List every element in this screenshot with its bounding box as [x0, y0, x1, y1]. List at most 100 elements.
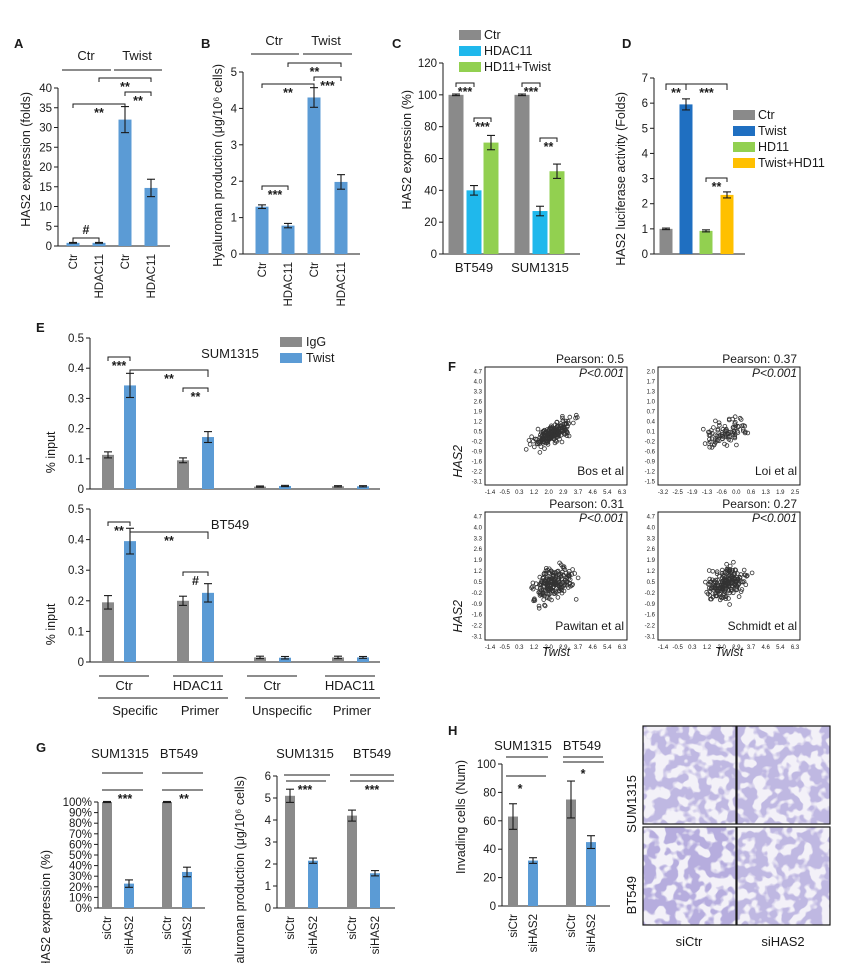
panel-f-plot-2-y-tick-label: 1.3	[647, 390, 656, 396]
panel-b-group-label: Ctr	[265, 33, 283, 48]
panel-f-plot-3-y-tick-label: 0.5	[474, 580, 483, 586]
panel-c-bar	[466, 190, 482, 254]
panel-f-plot-1-x-tick-label: 0.3	[515, 490, 524, 496]
panel-f-plot-4-point	[725, 573, 731, 579]
panel-f-plot-4-y-tick-label: -3.1	[645, 635, 656, 641]
panel-c-y-tick-label: 120	[418, 58, 437, 70]
panel-e1-title: SUM1315	[201, 346, 259, 361]
panel-b-bar	[281, 225, 295, 254]
panel-f-plot-4-y-tick-label: 0.5	[647, 580, 656, 586]
panel-c-y-tick-label: 0	[431, 249, 437, 261]
panel-f-plot-4-x-tick-label: 2.9	[732, 645, 741, 651]
panel-g1-group-label: BT549	[160, 746, 198, 761]
panel-d-legend-label: Twist+HD11	[758, 156, 825, 170]
panel-f-plot-2-x-tick-label: -1.3	[702, 490, 713, 496]
panel-f-plot-3-point	[541, 578, 547, 583]
panel-f-plot-4-point	[726, 588, 731, 593]
panel-e-x-label: HDAC11	[325, 678, 375, 693]
panel-f-plot-4-point	[703, 579, 708, 585]
panel-f-plot-3-dataset: Pawitan et al	[555, 619, 624, 633]
panel-f-plot-2-x-tick-label: 1.9	[776, 490, 785, 496]
panel-letter-h: H	[448, 723, 457, 738]
panel-c-y-tick-label: 80	[424, 122, 437, 134]
panel-f-plot-4-y-tick-label: -2.2	[645, 624, 656, 630]
panel-c-y-label: HAS2 expression (%)	[400, 90, 414, 210]
panel-f-y-label: HAS2	[451, 445, 465, 478]
panel-e1-sig-bracket	[107, 356, 131, 361]
panel-g2-y-tick-label: 2	[265, 859, 271, 871]
panel-d-legend-swatch	[733, 158, 755, 168]
panel-b-x-label: HDAC11	[283, 262, 295, 307]
panel-f-plot-3-point	[556, 583, 562, 589]
panel-a-group-label: Ctr	[77, 48, 95, 63]
panel-h-micrograph	[642, 725, 737, 825]
panel-letter-e: E	[36, 320, 45, 335]
panel-f-plot-1-point	[552, 440, 558, 446]
panel-e-x-label: HDAC11	[173, 678, 223, 693]
panel-f-x-label: Twist	[542, 645, 571, 659]
panel-e2-y-tick-label: 0.1	[68, 626, 84, 638]
panel-f-plot-1-point	[548, 428, 554, 434]
panel-h-micrograph-frame	[736, 725, 831, 825]
panel-f-plot-1-y-tick-label: -0.2	[472, 440, 483, 446]
panel-h-sig-label: *	[581, 767, 586, 781]
panel-e1-legend-label: Twist	[306, 351, 335, 365]
panel-e2-y-tick-label: 0.2	[68, 596, 84, 608]
panel-e-x-label: Ctr	[263, 678, 281, 693]
panel-e1-y-tick-label: 0.5	[68, 333, 84, 345]
panel-f-plot-2-point	[730, 425, 736, 430]
panel-e-primer-label: Primer	[333, 703, 372, 718]
panel-g1-x-label: siHAS2	[124, 916, 136, 954]
panel-f-plot-3-point	[530, 584, 535, 590]
panel-g1-y-tick-label: 50%	[69, 850, 92, 862]
panel-h-y-tick-label: 60	[483, 816, 496, 828]
panel-e2-y-tick-label: 0.5	[68, 504, 84, 516]
panel-f-plot-1-point	[546, 433, 551, 439]
panel-f-plot-1-point	[557, 436, 562, 442]
panel-e-primer-label: Specific	[112, 703, 158, 718]
panel-f-plot-3-y-tick-label: -3.1	[472, 635, 483, 641]
panel-f-plot-3-point	[567, 580, 573, 586]
panel-letter-d: D	[622, 36, 631, 51]
panel-f-plot-3-point	[561, 572, 566, 578]
panel-h-micrograph-stain	[737, 726, 830, 824]
panel-f-plot-3-point	[555, 595, 561, 600]
panel-f-plot-2-point	[717, 422, 722, 428]
panel-letter-g: G	[36, 740, 46, 755]
panel-f-plot-3-y-tick-label: 2.6	[474, 547, 483, 553]
panel-e2-title: BT549	[211, 517, 249, 532]
panel-f-plot-3-x-tick-label: 2.0	[544, 645, 553, 651]
panel-g1-y-label: HAS2 expression (%)	[39, 850, 53, 963]
panel-f-plot-4-x-tick-label: 0.3	[688, 645, 697, 651]
panel-f-plot-3-y-tick-label: 4.0	[474, 525, 483, 531]
panel-e1-sig-bracket-label: ***	[112, 359, 127, 373]
panel-f-plot-2-y-tick-label: -1.5	[645, 480, 656, 486]
panel-c-sig-bracket-label: ***	[458, 85, 473, 99]
panel-f-plot-3-point	[563, 578, 568, 583]
panel-f-plot-4-point	[704, 589, 709, 595]
panel-d-bar	[679, 104, 693, 255]
panel-f-plot-3-point	[548, 568, 554, 573]
panel-f-plot-4-point	[727, 602, 732, 607]
panel-f-plot-2-point	[724, 433, 729, 439]
panel-g1-bar	[182, 871, 192, 908]
panel-f-plot-4-point	[724, 561, 729, 567]
panel-g2-y-label: Hyaluronan production (μg/10⁶ cells)	[233, 776, 247, 963]
panel-f-plot-4-point	[734, 587, 740, 592]
panel-d-sig-bracket-label: ***	[699, 86, 714, 100]
panel-f-x-label: Twist	[715, 645, 744, 659]
panel-g2-x-label: siHAS2	[370, 916, 382, 954]
panel-g1-y-tick-label: 30%	[69, 871, 92, 883]
panel-a-sig-bracket	[72, 237, 100, 243]
panel-e1-legend-swatch	[280, 337, 302, 347]
panel-f-plot-4-x-tick-label: 4.6	[761, 645, 770, 651]
panel-f-plot-1-point	[527, 442, 533, 447]
panel-a-x-label: Ctr	[120, 254, 132, 270]
panel-f-plot-4-point	[736, 594, 742, 599]
panel-a-y-tick-label: 15	[39, 182, 52, 194]
panel-d-y-tick-label: 1	[642, 224, 648, 236]
panel-b-x-label: HDAC11	[336, 262, 348, 307]
panel-g2-bar	[308, 860, 318, 908]
panel-f-plot-3-point	[539, 587, 544, 593]
panel-f-plot-4-point	[715, 577, 720, 583]
